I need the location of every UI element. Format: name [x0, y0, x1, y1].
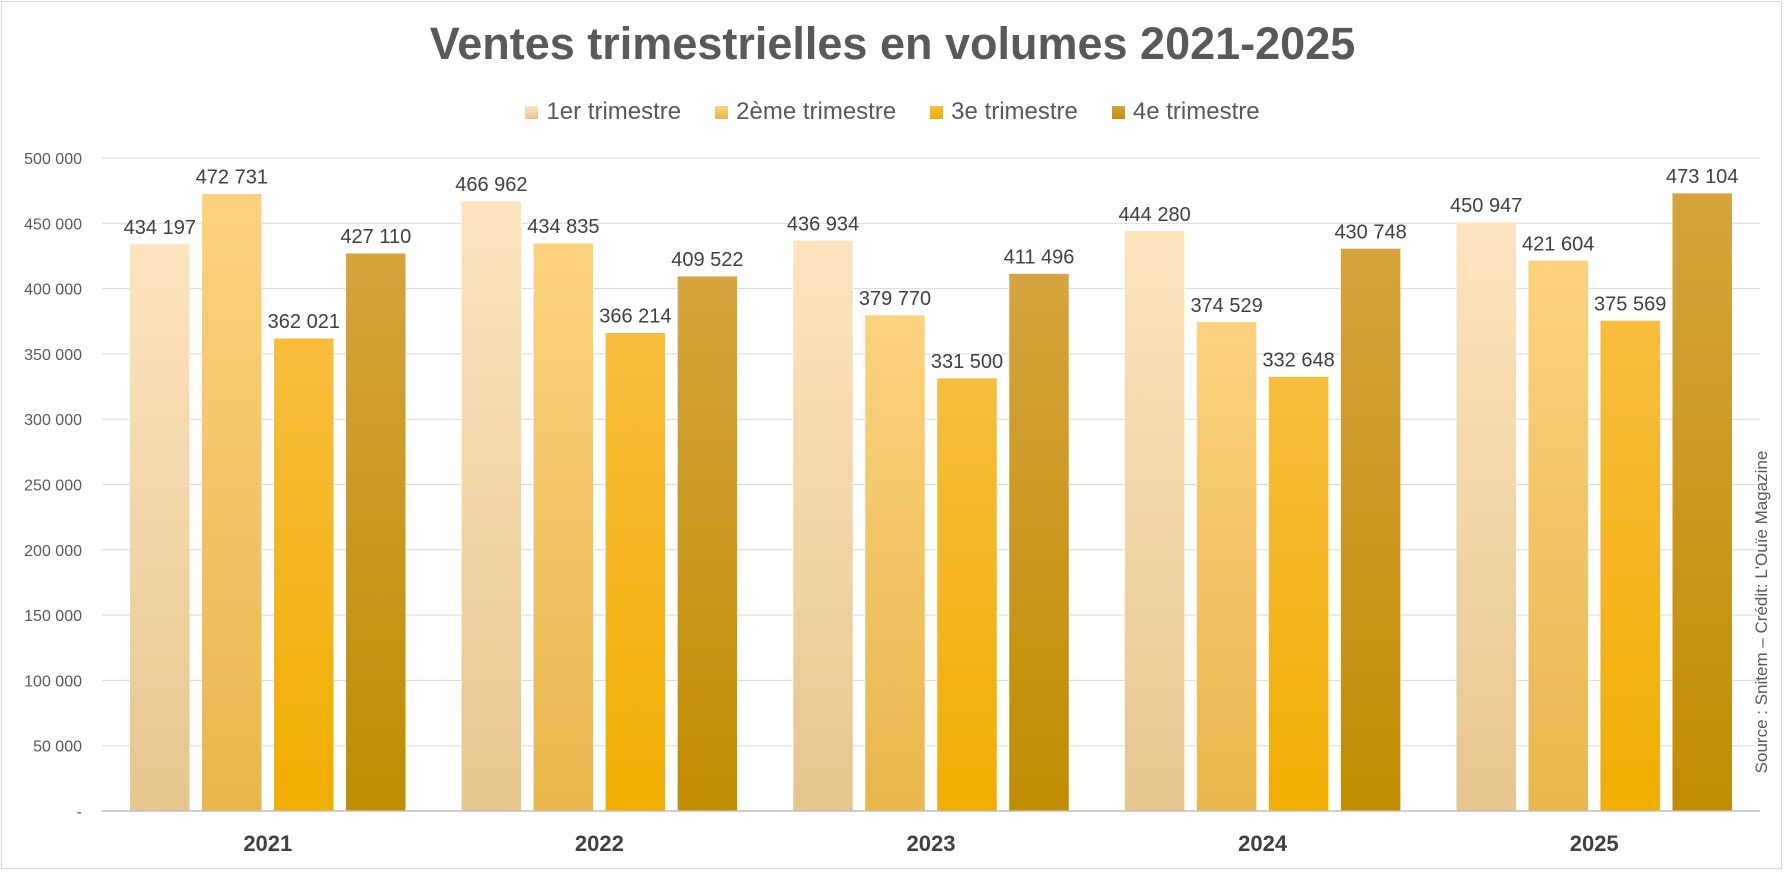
bar-2021-q3 [273, 337, 335, 812]
bar-2021-q4 [345, 252, 407, 812]
legend-swatch-q2 [715, 105, 729, 119]
data-label: 444 280 [1118, 204, 1190, 226]
data-label: 473 104 [1666, 166, 1738, 188]
x-tick-label: 2022 [575, 831, 624, 856]
bar-2022-q4 [677, 275, 738, 812]
bar-2025-q4 [1671, 192, 1733, 812]
y-tick-label: 450 000 [24, 216, 82, 233]
y-tick-label: 300 000 [24, 412, 82, 429]
bar-2025-q1 [1455, 221, 1517, 812]
data-label: 436 934 [787, 213, 859, 235]
legend-item-q2: 2ème trimestre [715, 98, 896, 126]
y-tick-label: 500 000 [24, 151, 82, 168]
bar-2021-q1 [129, 243, 191, 812]
legend-label-q3: 3e trimestre [951, 98, 1078, 125]
y-tick-label: - [77, 804, 82, 821]
data-label: 472 731 [196, 167, 268, 189]
legend-swatch-q1 [525, 105, 539, 119]
legend-swatch-q3 [930, 105, 944, 119]
legend-label-q4: 4e trimestre [1132, 98, 1260, 125]
bar-2022-q1 [461, 200, 522, 812]
data-label: 362 021 [268, 311, 340, 333]
data-label: 434 835 [527, 216, 599, 238]
bar-2023-q4 [1008, 273, 1070, 812]
y-tick-label: 150 000 [24, 608, 82, 625]
legend-swatch-q4 [1111, 105, 1125, 119]
x-tick-label: 2024 [1238, 831, 1288, 856]
y-tick-label: 250 000 [24, 478, 82, 495]
bar-2022-q3 [605, 332, 666, 812]
x-tick-label: 2023 [907, 831, 956, 856]
legend-label-q2: 2ème trimestre [736, 98, 897, 125]
data-label: 332 648 [1262, 350, 1334, 372]
bar-2024-q3 [1268, 376, 1329, 812]
y-tick-label: 100 000 [24, 673, 82, 690]
bar-2023-q3 [936, 377, 998, 812]
source-credit: Source : Snitem – Crédit: L'Ouïe Magazin… [1752, 450, 1771, 774]
chart-title: Ventes trimestrielles en volumes 2021-20… [429, 18, 1356, 69]
data-label: 434 197 [124, 217, 196, 239]
legend-label-q1: 1er trimestre [546, 98, 682, 125]
y-axis: - 50 000 100 000 150 000 200 000 250 000 300 0… [24, 151, 82, 821]
data-label: 379 770 [859, 288, 931, 310]
data-label: 430 748 [1334, 221, 1406, 243]
y-tick-label: 200 000 [24, 543, 82, 560]
bar-2025-q3 [1599, 320, 1661, 812]
legend-item-q3: 3e trimestre [930, 98, 1078, 126]
data-label: 466 962 [455, 174, 527, 196]
y-tick-label: 350 000 [24, 347, 82, 364]
y-tick-label: 50 000 [33, 739, 82, 756]
data-label: 421 604 [1522, 233, 1594, 255]
data-label: 374 529 [1190, 295, 1262, 317]
bar-2022-q2 [533, 242, 594, 812]
data-label: 411 496 [1004, 247, 1075, 269]
bar-2025-q2 [1527, 260, 1589, 812]
x-tick-label: 2021 [243, 831, 292, 856]
legend-item-q4: 4e trimestre [1111, 98, 1260, 126]
data-label: 450 947 [1450, 195, 1522, 217]
legend-item-q1: 1er trimestre [525, 98, 681, 126]
bars [129, 192, 1733, 812]
bar-2023-q2 [864, 314, 926, 812]
data-label: 331 500 [931, 351, 1003, 373]
bar-2024-q1 [1124, 230, 1185, 812]
x-axis: 2021 2022 2023 2024 2025 [102, 810, 1760, 856]
bar-2024-q2 [1196, 321, 1257, 812]
y-tick-label: 400 000 [24, 282, 82, 299]
data-label: 366 214 [599, 306, 671, 328]
bar-2021-q2 [201, 193, 263, 812]
chart-legend: 1er trimestre 2ème trimestre 3e trimestr… [0, 98, 1785, 126]
bar-2024-q4 [1340, 248, 1401, 812]
x-tick-label: 2025 [1570, 831, 1619, 856]
bar-2023-q1 [792, 240, 854, 812]
data-label: 375 569 [1594, 294, 1666, 316]
data-label: 427 110 [340, 226, 411, 248]
data-label: 409 522 [671, 249, 743, 271]
